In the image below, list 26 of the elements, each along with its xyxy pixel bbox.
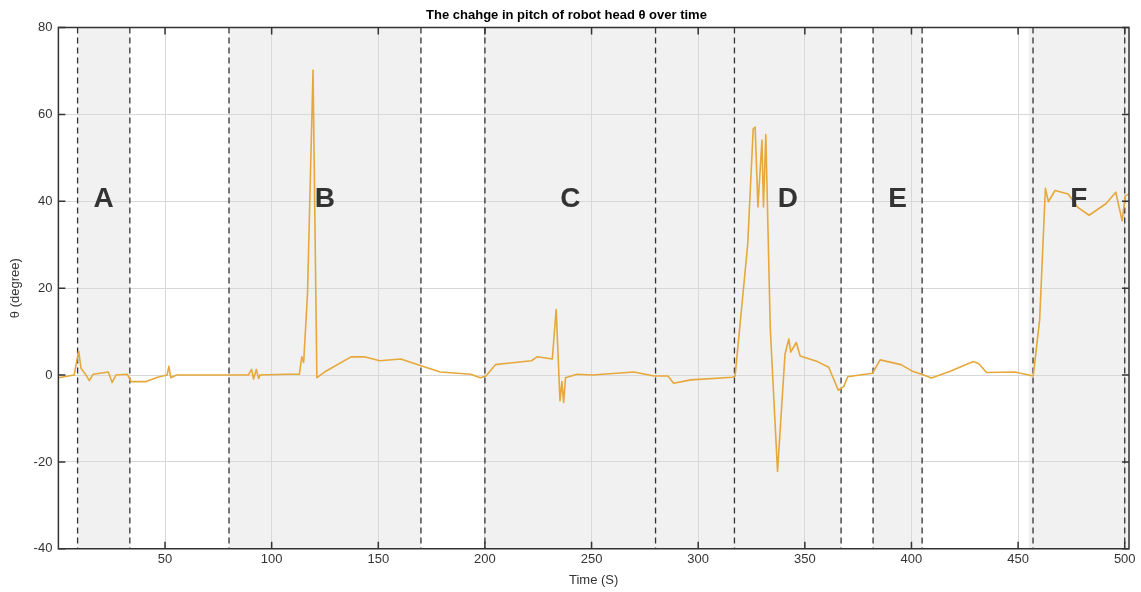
- band-label: B: [314, 182, 336, 214]
- x-tick-label: 350: [793, 551, 816, 567]
- y-tick-label: -20: [33, 453, 53, 469]
- y-tick-label: 60: [37, 106, 53, 122]
- y-tick-label: 40: [37, 192, 53, 208]
- x-axis-title: Time (S): [569, 571, 619, 587]
- x-tick-label: 150: [367, 551, 390, 567]
- x-tick-label: 50: [157, 551, 173, 567]
- band-label: A: [93, 182, 114, 214]
- band-label: C: [560, 182, 581, 214]
- x-tick-label: 200: [474, 551, 496, 567]
- x-tick-label: 500: [1113, 551, 1136, 567]
- y-tick-label: 0: [45, 366, 53, 382]
- x-tick-label: 400: [900, 551, 923, 567]
- chart-title: The chahge in pitch of robot head θ over time: [426, 7, 707, 23]
- x-tick-label: 450: [1007, 551, 1029, 567]
- x-tick-label: 100: [260, 551, 283, 567]
- y-axis-title: θ (degree): [7, 258, 23, 319]
- x-tick-label: 250: [580, 551, 603, 567]
- band-label: F: [1070, 182, 1088, 214]
- y-tick-label: 80: [37, 19, 53, 35]
- x-tick-label: 300: [687, 551, 710, 567]
- band-label: E: [888, 182, 907, 214]
- y-tick-label: -40: [33, 540, 53, 556]
- y-tick-label: 20: [37, 279, 53, 295]
- band-label: D: [777, 182, 798, 214]
